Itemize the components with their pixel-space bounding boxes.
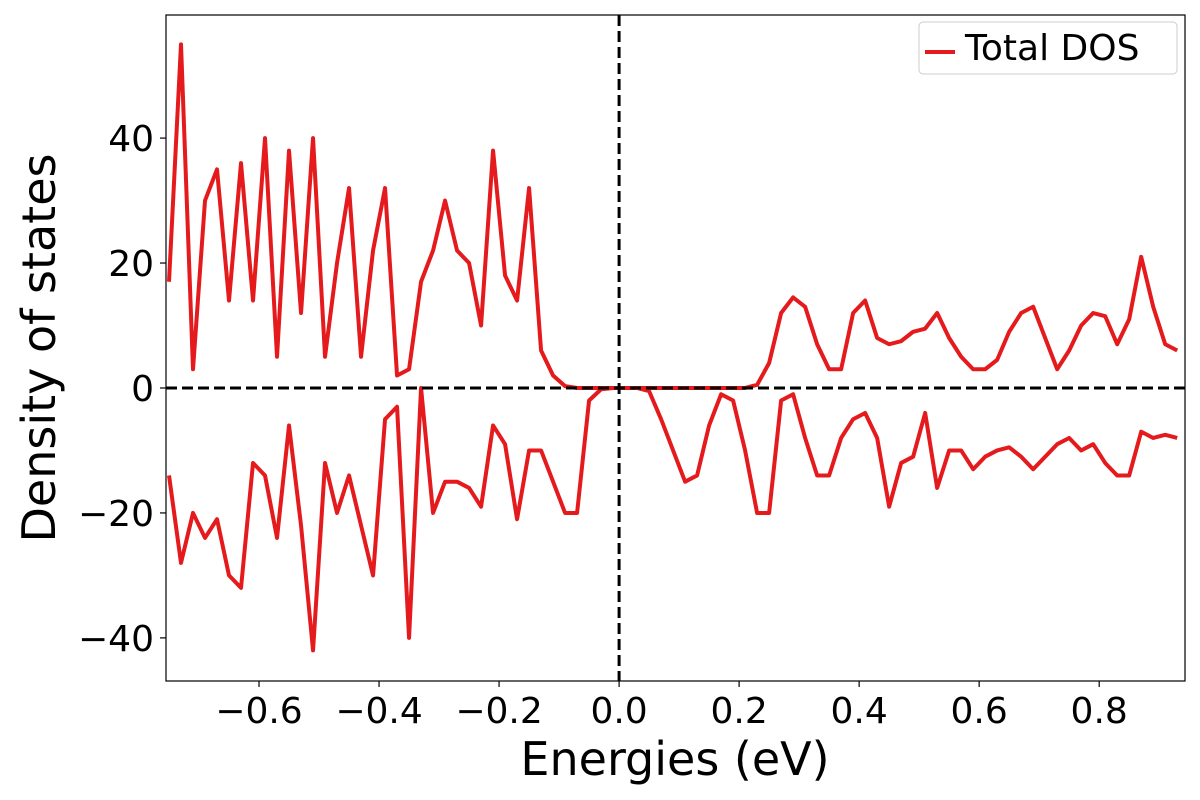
y-tick-label: 40 [108,119,154,160]
legend-label: Total DOS [964,28,1139,69]
y-tick-label: −20 [78,494,154,535]
y-tick-label: 0 [131,369,154,410]
dos-line [167,42,1179,390]
x-tick-label: −0.6 [215,691,302,732]
x-tick-label: 0.2 [710,691,767,732]
y-tick-label: 20 [108,244,154,285]
x-tick-label: −0.2 [455,691,542,732]
x-tick-label: 0.8 [1071,691,1128,732]
x-axis-label: Energies (eV) [520,732,829,786]
y-axis-label: Density of states [12,154,66,543]
x-tick-label: 0.4 [831,691,888,732]
x-tick-label: 0.0 [590,691,647,732]
plot-area [166,15,1185,681]
x-tick-label: −0.4 [335,691,422,732]
legend-box [918,21,1178,75]
y-tick-label: −40 [78,619,154,660]
x-tick-label: 0.6 [951,691,1008,732]
dos-line [167,385,1178,653]
axes-frame [165,14,1186,682]
